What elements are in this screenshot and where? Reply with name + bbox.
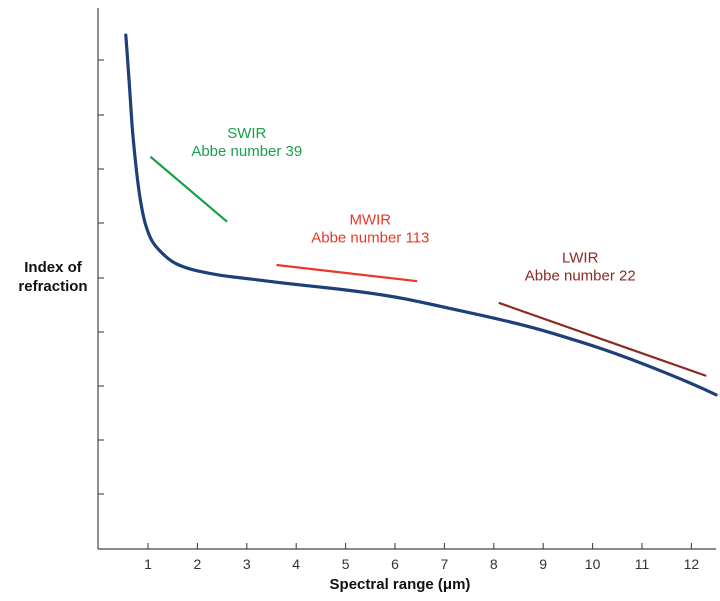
x-tick-label: 8 <box>490 556 498 572</box>
series <box>124 33 718 397</box>
y-axis-label: Index of refraction <box>18 259 88 295</box>
x-tick-label: 5 <box>342 556 350 572</box>
x-axis-label: Spectral range (μm) <box>329 576 471 593</box>
x-tick-label: 9 <box>539 556 547 572</box>
lwir-dispersion-line <box>498 301 707 377</box>
lwir-band-label: LWIR <box>562 249 599 266</box>
x-tick-labels: 1 2 3 4 5 6 7 8 9 10 11 12 <box>144 556 699 572</box>
x-ticks <box>147 543 692 549</box>
x-tick-label: 1 <box>144 556 152 572</box>
swir-band-label: SWIR <box>227 125 266 142</box>
y-ticks <box>98 59 104 495</box>
x-tick-label: 12 <box>684 556 700 572</box>
x-tick-label: 3 <box>243 556 251 572</box>
lwir-abbe-label: Abbe number 22 <box>525 267 636 284</box>
x-tick-label: 7 <box>441 556 449 572</box>
x-tick-label: 2 <box>194 556 202 572</box>
swir-abbe-label: Abbe number 39 <box>191 143 302 160</box>
x-tick-label: 10 <box>585 556 601 572</box>
refractive-index-curve <box>124 33 718 397</box>
x-tick-label: 4 <box>292 556 300 572</box>
mwir-band-label: MWIR <box>349 211 391 228</box>
mwir-abbe-label: Abbe number 113 <box>311 229 429 246</box>
x-tick-label: 6 <box>391 556 399 572</box>
x-tick-label: 11 <box>635 556 650 572</box>
swir-dispersion-line <box>149 155 228 223</box>
mwir-dispersion-line <box>276 263 418 283</box>
